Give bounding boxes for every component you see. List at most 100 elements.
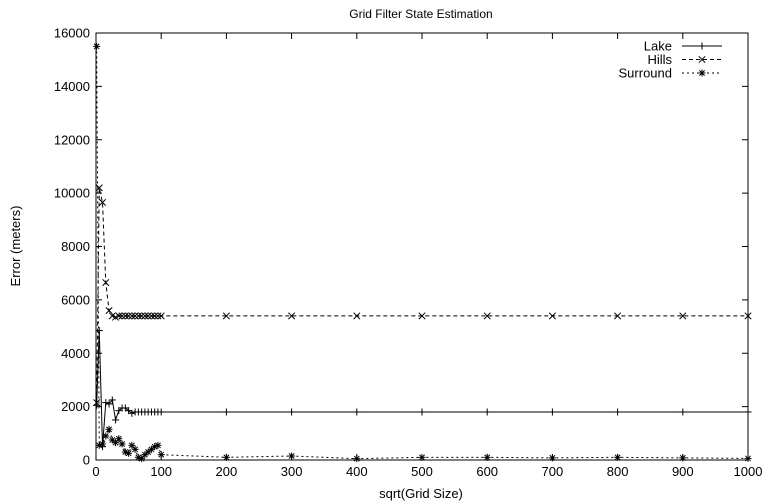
data-point-surround bbox=[157, 451, 165, 459]
x-tick-label: 900 bbox=[672, 464, 694, 479]
data-point-hills bbox=[151, 312, 159, 320]
data-point-hills bbox=[288, 312, 296, 320]
series-lines bbox=[96, 46, 749, 460]
x-axis-label: sqrt(Grid Size) bbox=[379, 486, 463, 501]
data-point-hills bbox=[125, 312, 133, 320]
y-tick-label: 8000 bbox=[61, 239, 90, 254]
data-point-hills bbox=[128, 312, 136, 320]
data-point-lake bbox=[112, 416, 120, 424]
y-tick-label: 2000 bbox=[61, 399, 90, 414]
data-point-lake bbox=[102, 399, 110, 407]
legend-label: Hills bbox=[647, 52, 672, 67]
data-point-lake bbox=[679, 408, 687, 416]
x-tick-label: 600 bbox=[476, 464, 498, 479]
data-point-surround bbox=[102, 432, 110, 440]
data-point-hills bbox=[138, 312, 146, 320]
legend-item-surround: Surround bbox=[619, 66, 722, 81]
data-point-lake bbox=[128, 409, 136, 417]
data-point-hills bbox=[154, 312, 162, 320]
data-point-lake bbox=[222, 408, 230, 416]
data-point-hills bbox=[744, 312, 752, 320]
data-point-hills bbox=[614, 312, 622, 320]
axis-ticks: 0 100 200 300 400 500 600 700 800 900 1000 0 2000 400… bbox=[54, 26, 763, 480]
legend-marker bbox=[698, 69, 706, 77]
legend-item-lake: Lake bbox=[644, 39, 722, 54]
data-point-surround bbox=[138, 455, 146, 463]
data-point-hills bbox=[679, 312, 687, 320]
data-point-hills bbox=[222, 312, 230, 320]
x-tick-label: 1000 bbox=[734, 464, 763, 479]
data-point-surround bbox=[288, 452, 296, 460]
data-point-hills bbox=[115, 312, 123, 320]
data-point-lake bbox=[548, 408, 556, 416]
data-point-surround bbox=[154, 441, 162, 449]
data-point-hills bbox=[157, 312, 165, 320]
data-point-hills bbox=[98, 198, 107, 207]
data-point-surround bbox=[112, 439, 120, 447]
data-point-surround bbox=[131, 445, 139, 453]
data-point-lake bbox=[614, 408, 622, 416]
data-point-surround bbox=[105, 425, 113, 433]
data-point-hills bbox=[95, 184, 103, 192]
plot-frame bbox=[95, 32, 749, 461]
data-point-hills bbox=[418, 312, 426, 320]
data-point-lake bbox=[288, 408, 296, 416]
x-tick-label: 0 bbox=[92, 464, 99, 479]
data-point-lake bbox=[95, 327, 103, 335]
legend-label: Lake bbox=[644, 39, 672, 54]
x-tick-label: 800 bbox=[607, 464, 629, 479]
data-point-surround bbox=[99, 440, 107, 448]
y-tick-label: 14000 bbox=[54, 79, 90, 94]
data-point-surround bbox=[118, 440, 126, 448]
data-point-lake bbox=[353, 408, 361, 416]
series-line-hills bbox=[96, 187, 748, 403]
data-point-hills bbox=[353, 312, 361, 320]
data-point-lake bbox=[744, 408, 752, 416]
x-tick-label: 700 bbox=[542, 464, 564, 479]
legend-item-hills: Hills bbox=[647, 52, 722, 67]
data-point-surround bbox=[115, 435, 123, 443]
data-point-surround bbox=[128, 441, 136, 449]
data-point-surround bbox=[93, 42, 101, 50]
data-point-hills bbox=[105, 306, 113, 315]
data-point-hills bbox=[147, 312, 155, 320]
series-line-lake bbox=[96, 330, 748, 447]
data-point-hills bbox=[144, 312, 152, 320]
data-point-hills bbox=[548, 312, 556, 320]
data-point-hills bbox=[93, 399, 101, 407]
x-tick-label: 400 bbox=[346, 464, 368, 479]
y-axis-label: Error (meters) bbox=[8, 206, 23, 287]
data-point-surround bbox=[679, 454, 687, 462]
data-point-surround bbox=[418, 453, 426, 461]
data-point-surround bbox=[125, 449, 133, 457]
data-point-surround bbox=[548, 454, 556, 462]
data-point-hills bbox=[483, 312, 491, 320]
data-point-surround bbox=[353, 455, 361, 463]
data-point-hills bbox=[134, 312, 142, 320]
x-tick-label: 500 bbox=[411, 464, 433, 479]
legend-label: Surround bbox=[619, 66, 672, 81]
y-tick-label: 0 bbox=[83, 453, 90, 468]
data-point-lake bbox=[108, 396, 116, 404]
data-point-hills bbox=[121, 312, 129, 320]
x-tick-label: 300 bbox=[281, 464, 303, 479]
chart-title: Grid Filter State Estimation bbox=[349, 7, 492, 21]
data-point-lake bbox=[483, 408, 491, 416]
data-point-lake bbox=[105, 400, 113, 408]
y-tick-label: 4000 bbox=[61, 346, 90, 361]
y-tick-label: 12000 bbox=[54, 132, 90, 147]
x-tick-label: 100 bbox=[150, 464, 172, 479]
legend-marker bbox=[698, 55, 706, 64]
data-point-hills bbox=[102, 278, 110, 287]
y-tick-label: 16000 bbox=[54, 26, 90, 41]
legend-marker bbox=[698, 42, 706, 50]
y-tick-label: 6000 bbox=[61, 292, 90, 307]
data-point-hills bbox=[131, 312, 139, 320]
series-line-surround bbox=[96, 46, 749, 460]
data-point-surround bbox=[744, 454, 752, 462]
data-point-surround bbox=[222, 453, 230, 461]
x-tick-label: 200 bbox=[216, 464, 238, 479]
data-point-hills bbox=[141, 312, 149, 320]
